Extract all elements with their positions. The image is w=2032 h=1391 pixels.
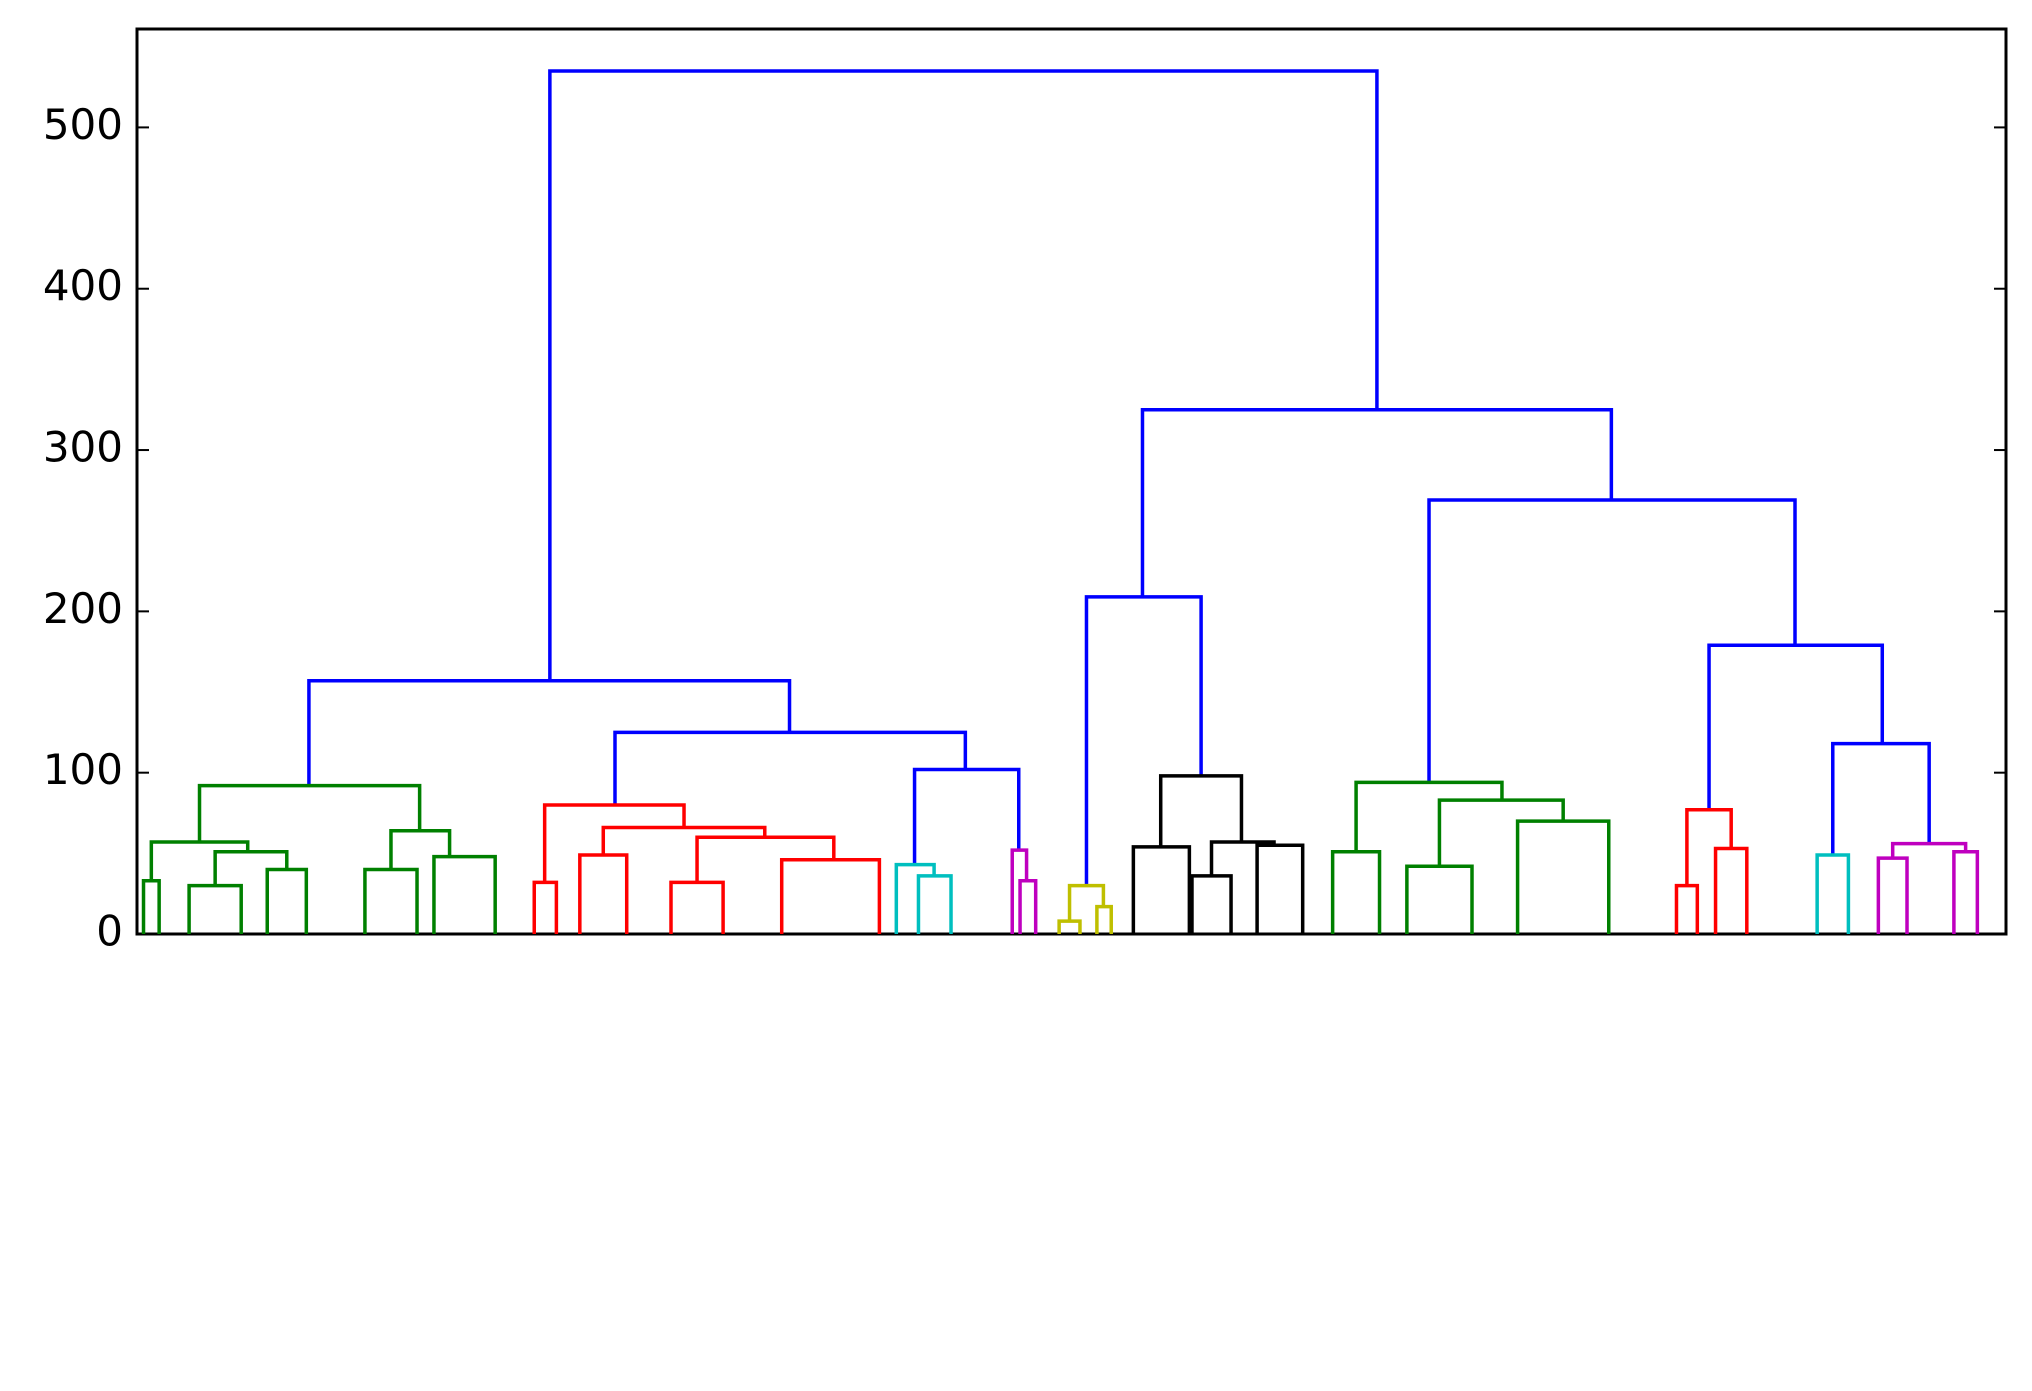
dendrogram-link: [149, 840, 250, 881]
plot-frame: [135, 27, 2008, 936]
dendrogram-link: [1354, 780, 1504, 852]
y-tick-label: 0: [96, 907, 123, 956]
dendrogram-link: [389, 829, 452, 870]
y-tick-label: 100: [43, 745, 123, 794]
dendrogram-link: [1707, 643, 1885, 810]
dendrogram-link: [1255, 843, 1305, 934]
dendrogram-link: [307, 678, 792, 786]
dendrogram-link: [1010, 848, 1029, 934]
y-tick-label: 400: [43, 261, 123, 310]
dendrogram-link: [1427, 498, 1797, 783]
dendrogram-link: [542, 803, 686, 883]
dendrogram-link: [1815, 853, 1851, 934]
dendrogram-link: [695, 835, 836, 883]
dendrogram-link: [1405, 864, 1474, 934]
dendrogram-link: [1876, 856, 1909, 934]
dendrogram-link: [912, 767, 1021, 865]
dendrogram-link: [1515, 819, 1611, 934]
dendrogram-link: [1095, 904, 1113, 934]
dendrogram-link: [601, 825, 767, 855]
dendrogram-link: [1158, 774, 1244, 847]
dendrogram-link: [197, 783, 422, 843]
dendrogram-link: [613, 730, 968, 805]
dendrogram-link: [1131, 845, 1192, 934]
y-tick-label: 200: [43, 584, 123, 633]
dendrogram-link: [1437, 798, 1565, 867]
y-tick-label: 500: [43, 100, 123, 149]
dendrogram-link: [432, 854, 497, 934]
dendrogram-link: [363, 867, 419, 934]
dendrogram-link: [1209, 840, 1276, 876]
dendrogram-link: [1018, 879, 1038, 934]
dendrogram-link: [669, 880, 725, 934]
dendrogram-link: [1890, 841, 1968, 859]
dendrogram-link: [1067, 883, 1106, 922]
dendrogram-link: [779, 858, 882, 934]
dendrogram-link: [916, 874, 953, 934]
dendrogram-link: [1330, 849, 1382, 934]
dendrogram-link: [1831, 741, 1931, 855]
dendrogram-link: [1190, 874, 1233, 934]
dendrogram-link: [213, 849, 289, 886]
dendrogram-link: [1713, 846, 1749, 934]
dendrogram-link: [1140, 407, 1614, 597]
dendrogram-link: [1685, 808, 1733, 886]
dendrogram-link: [1674, 883, 1700, 934]
dendrogram-link: [548, 69, 1379, 681]
dendrogram-link: [141, 879, 161, 934]
dendrogram-link: [532, 880, 559, 934]
dendrogram-link: [578, 853, 629, 934]
dendrogram-link: [265, 867, 309, 934]
dendrogram-link: [1057, 919, 1082, 934]
dendrogram-link: [894, 862, 936, 934]
dendrogram-link: [187, 883, 243, 934]
dendrogram-link: [1084, 595, 1203, 886]
dendrogram-link: [1952, 849, 1980, 934]
y-tick-label: 300: [43, 423, 123, 472]
